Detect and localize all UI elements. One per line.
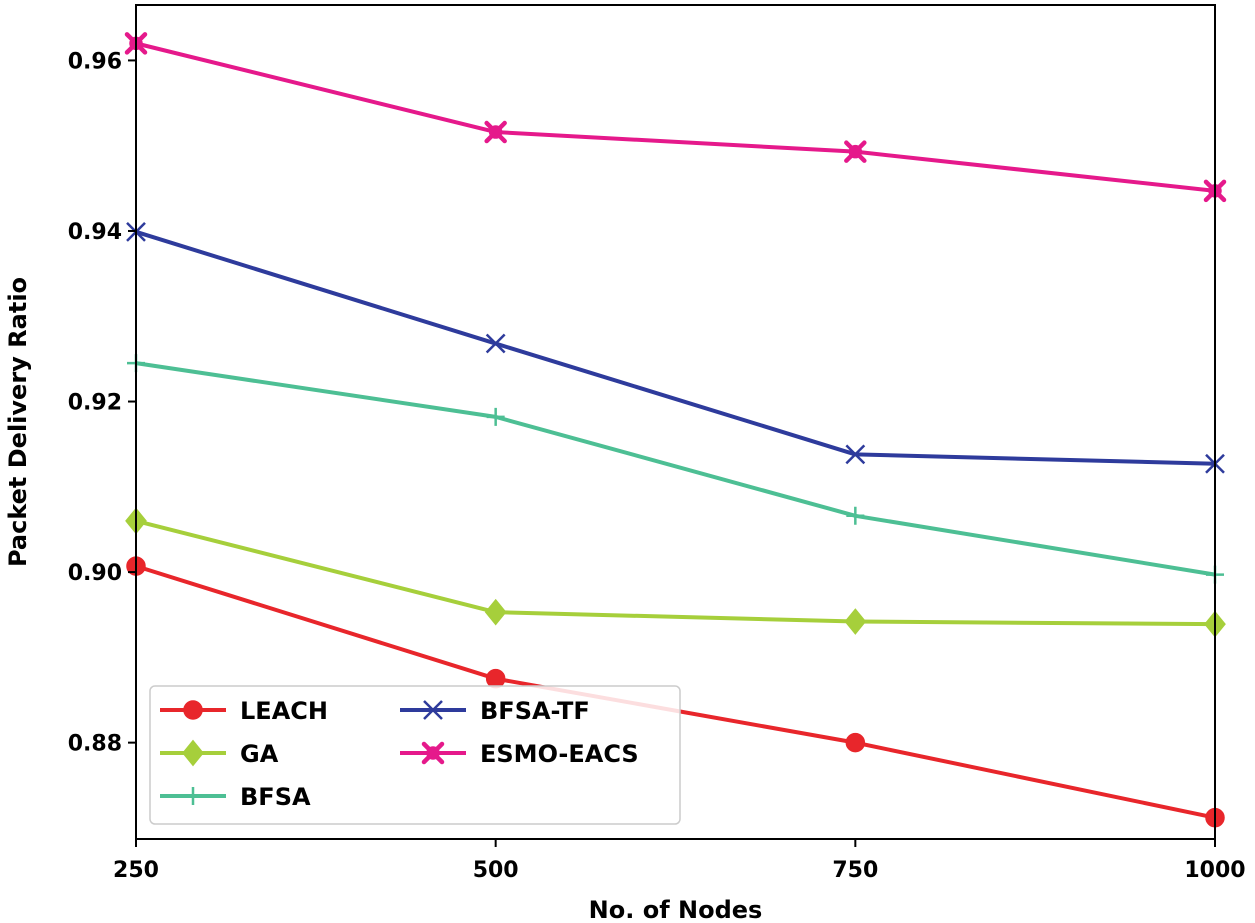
data-point-leach (845, 732, 866, 753)
x-tick-label: 250 (113, 858, 159, 883)
y-tick-label: 0.96 (68, 49, 122, 74)
data-point-bfsa-tf (845, 444, 866, 465)
x-tick-label: 750 (832, 858, 878, 883)
data-point-bfsa-tf (485, 333, 506, 354)
legend-item-leach: LEACH (160, 697, 328, 725)
x-axis-title: No. of Nodes (589, 896, 763, 923)
plot-area-frame (135, 4, 1216, 840)
x-axis-ticks: 250 500 750 1000 (113, 839, 1246, 883)
y-tick-label: 0.92 (68, 391, 122, 416)
data-point-esmo-eacs (484, 120, 507, 144)
legend-label: BFSA-TF (480, 697, 590, 725)
legend-item-esmo-eacs: ESMO-EACS (400, 740, 639, 768)
legend-item-ga: GA (160, 739, 279, 768)
legend-item-bfsa-tf: BFSA-TF (400, 697, 590, 725)
legend-marker-leach (183, 700, 203, 720)
data-point-ga (484, 598, 507, 626)
series-line-bfsa (135, 361, 1216, 577)
legend-label: LEACH (240, 697, 328, 725)
legend-marker-bfsa-tf (423, 700, 443, 720)
legend-marker-esmo-eacs (421, 741, 445, 765)
data-point-bfsa (486, 407, 505, 426)
data-point-esmo-eacs (844, 140, 867, 163)
legend: LEACH GA BFSA BFSA-TF ESMO-EACS (149, 685, 681, 825)
data-point-ga (844, 608, 867, 635)
legend-marker-bfsa (184, 787, 202, 805)
y-axis-title: Packet Delivery Ratio (4, 277, 32, 567)
x-tick-label: 1000 (1184, 858, 1245, 883)
y-axis-ticks: 0.88 0.90 0.92 0.94 0.96 (68, 49, 136, 757)
data-point-bfsa (846, 506, 865, 525)
y-tick-label: 0.94 (68, 220, 122, 245)
series-line-bfsa-tf (135, 229, 1216, 466)
legend-item-bfsa: BFSA (160, 783, 311, 811)
y-tick-label: 0.90 (68, 561, 122, 586)
legend-label: ESMO-EACS (480, 740, 639, 768)
data-point-leach (485, 668, 506, 689)
legend-entries: LEACH GA BFSA BFSA-TF ESMO-EACS (160, 697, 639, 811)
legend-marker-ga (182, 739, 204, 767)
series-line-esmo-eacs (135, 41, 1216, 193)
series-line-ga (135, 518, 1216, 627)
legend-label: GA (240, 740, 279, 768)
x-tick-label: 500 (473, 858, 519, 883)
y-tick-label: 0.88 (68, 732, 122, 757)
legend-label: BFSA (240, 783, 311, 811)
